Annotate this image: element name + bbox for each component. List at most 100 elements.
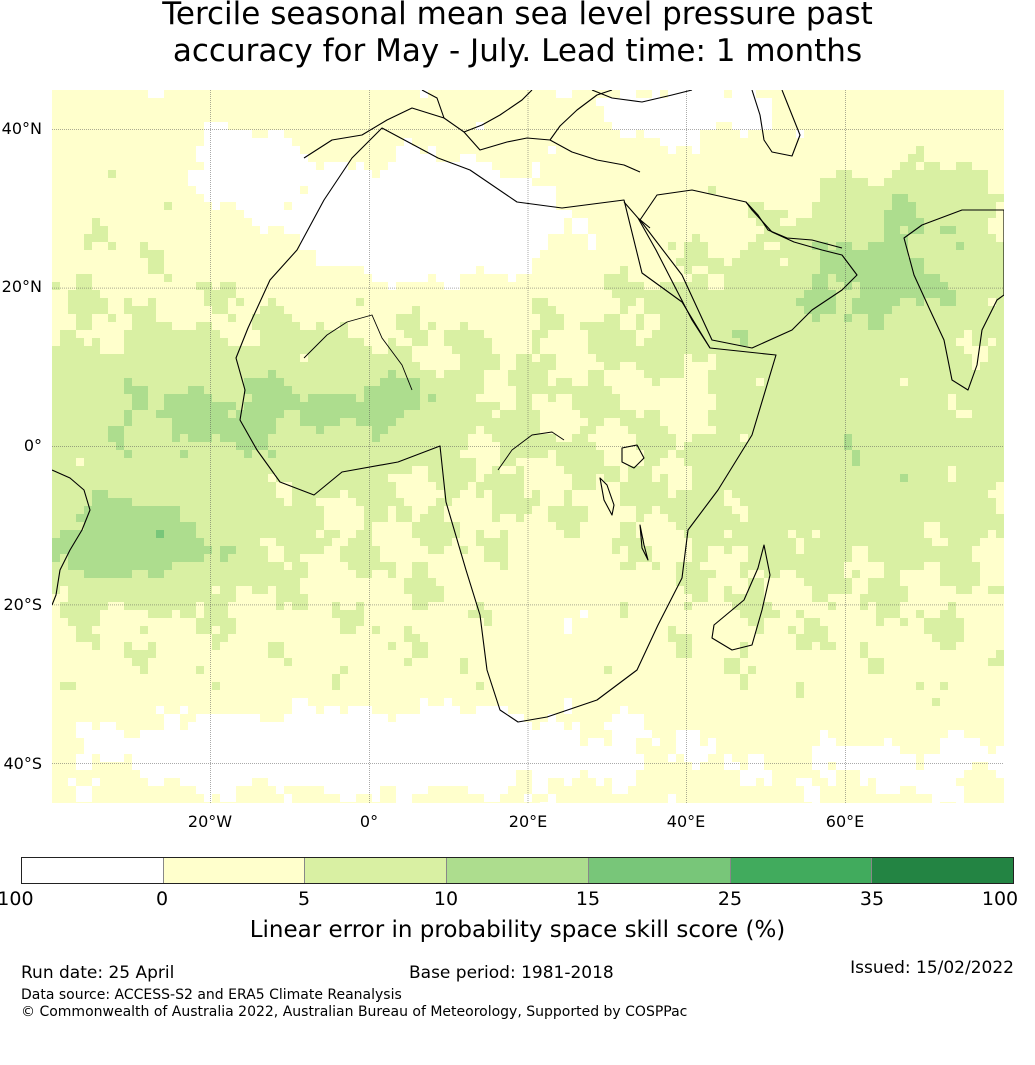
skill-cell bbox=[420, 170, 429, 179]
skill-cell bbox=[916, 362, 925, 371]
skill-cell bbox=[772, 290, 781, 299]
skill-cell bbox=[332, 98, 341, 107]
skill-cell bbox=[644, 154, 653, 163]
skill-cell bbox=[468, 394, 477, 403]
skill-cell bbox=[188, 370, 197, 379]
skill-cell bbox=[972, 178, 981, 187]
skill-cell bbox=[772, 298, 781, 307]
skill-cell bbox=[836, 378, 845, 387]
skill-cell bbox=[300, 226, 309, 235]
skill-cell bbox=[964, 274, 973, 283]
skill-cell bbox=[308, 330, 317, 339]
skill-cell bbox=[916, 402, 925, 411]
skill-cell bbox=[820, 418, 829, 427]
skill-cell bbox=[508, 394, 517, 403]
skill-cell bbox=[748, 274, 757, 283]
skill-cell bbox=[100, 274, 109, 283]
skill-cell bbox=[748, 218, 757, 227]
skill-cell bbox=[772, 306, 781, 315]
skill-cell bbox=[324, 202, 333, 211]
skill-cell bbox=[332, 250, 341, 259]
skill-cell bbox=[668, 338, 677, 347]
skill-cell bbox=[236, 362, 245, 371]
skill-cell bbox=[996, 178, 1004, 187]
skill-cell bbox=[220, 130, 229, 139]
skill-cell bbox=[388, 186, 397, 195]
skill-cell bbox=[876, 306, 885, 315]
skill-cell bbox=[404, 194, 413, 203]
skill-cell bbox=[580, 234, 589, 243]
skill-cell bbox=[796, 282, 805, 291]
skill-cell bbox=[76, 186, 85, 195]
skill-cell bbox=[516, 170, 525, 179]
skill-cell bbox=[996, 290, 1004, 299]
skill-cell bbox=[412, 178, 421, 187]
skill-cell bbox=[236, 338, 245, 347]
skill-cell bbox=[804, 306, 813, 315]
skill-cell bbox=[476, 410, 485, 419]
skill-cell bbox=[764, 138, 773, 147]
skill-cell bbox=[852, 378, 861, 387]
skill-cell bbox=[764, 202, 773, 211]
skill-cell bbox=[404, 274, 413, 283]
skill-cell bbox=[196, 330, 205, 339]
skill-cell bbox=[476, 170, 485, 179]
skill-cell bbox=[964, 178, 973, 187]
skill-cell bbox=[924, 306, 933, 315]
skill-cell bbox=[372, 378, 381, 387]
skill-cell bbox=[908, 370, 917, 379]
skill-cell bbox=[332, 370, 341, 379]
skill-cell bbox=[820, 266, 829, 275]
skill-cell bbox=[324, 98, 333, 107]
skill-cell bbox=[548, 242, 557, 251]
skill-cell bbox=[388, 138, 397, 147]
skill-cell bbox=[180, 354, 189, 363]
skill-cell bbox=[588, 298, 597, 307]
skill-cell bbox=[484, 362, 493, 371]
skill-cell bbox=[188, 258, 197, 267]
skill-cell bbox=[708, 106, 717, 115]
skill-cell bbox=[804, 386, 813, 395]
skill-cell bbox=[740, 226, 749, 235]
skill-cell bbox=[940, 90, 949, 99]
skill-cell bbox=[780, 194, 789, 203]
skill-cell bbox=[564, 210, 573, 219]
skill-cell bbox=[332, 130, 341, 139]
skill-cell bbox=[284, 122, 293, 131]
skill-cell bbox=[188, 178, 197, 187]
skill-cell bbox=[436, 290, 445, 299]
skill-cell bbox=[316, 138, 325, 147]
skill-cell bbox=[684, 354, 693, 363]
skill-cell bbox=[508, 90, 517, 99]
skill-cell bbox=[996, 130, 1004, 139]
skill-cell bbox=[428, 362, 437, 371]
skill-cell bbox=[972, 122, 981, 131]
skill-cell bbox=[556, 194, 565, 203]
skill-cell bbox=[356, 114, 365, 123]
skill-cell bbox=[876, 90, 885, 99]
skill-cell bbox=[220, 146, 229, 155]
skill-cell bbox=[532, 226, 541, 235]
skill-cell bbox=[660, 234, 669, 243]
skill-cell bbox=[772, 258, 781, 267]
skill-cell bbox=[412, 130, 421, 139]
skill-cell bbox=[236, 162, 245, 171]
skill-cell bbox=[68, 298, 77, 307]
skill-cell bbox=[348, 122, 357, 131]
skill-cell bbox=[260, 218, 269, 227]
skill-cell bbox=[316, 122, 325, 131]
skill-cell bbox=[892, 298, 901, 307]
skill-cell bbox=[572, 274, 581, 283]
skill-cell bbox=[452, 162, 461, 171]
skill-cell bbox=[108, 234, 117, 243]
skill-cell bbox=[60, 290, 69, 299]
skill-cell bbox=[372, 194, 381, 203]
skill-cell bbox=[244, 346, 253, 355]
skill-cell bbox=[732, 210, 741, 219]
skill-cell bbox=[788, 402, 797, 411]
skill-cell bbox=[900, 98, 909, 107]
skill-cell bbox=[548, 282, 557, 291]
skill-cell bbox=[140, 130, 149, 139]
skill-cell bbox=[572, 338, 581, 347]
skill-cell bbox=[196, 138, 205, 147]
